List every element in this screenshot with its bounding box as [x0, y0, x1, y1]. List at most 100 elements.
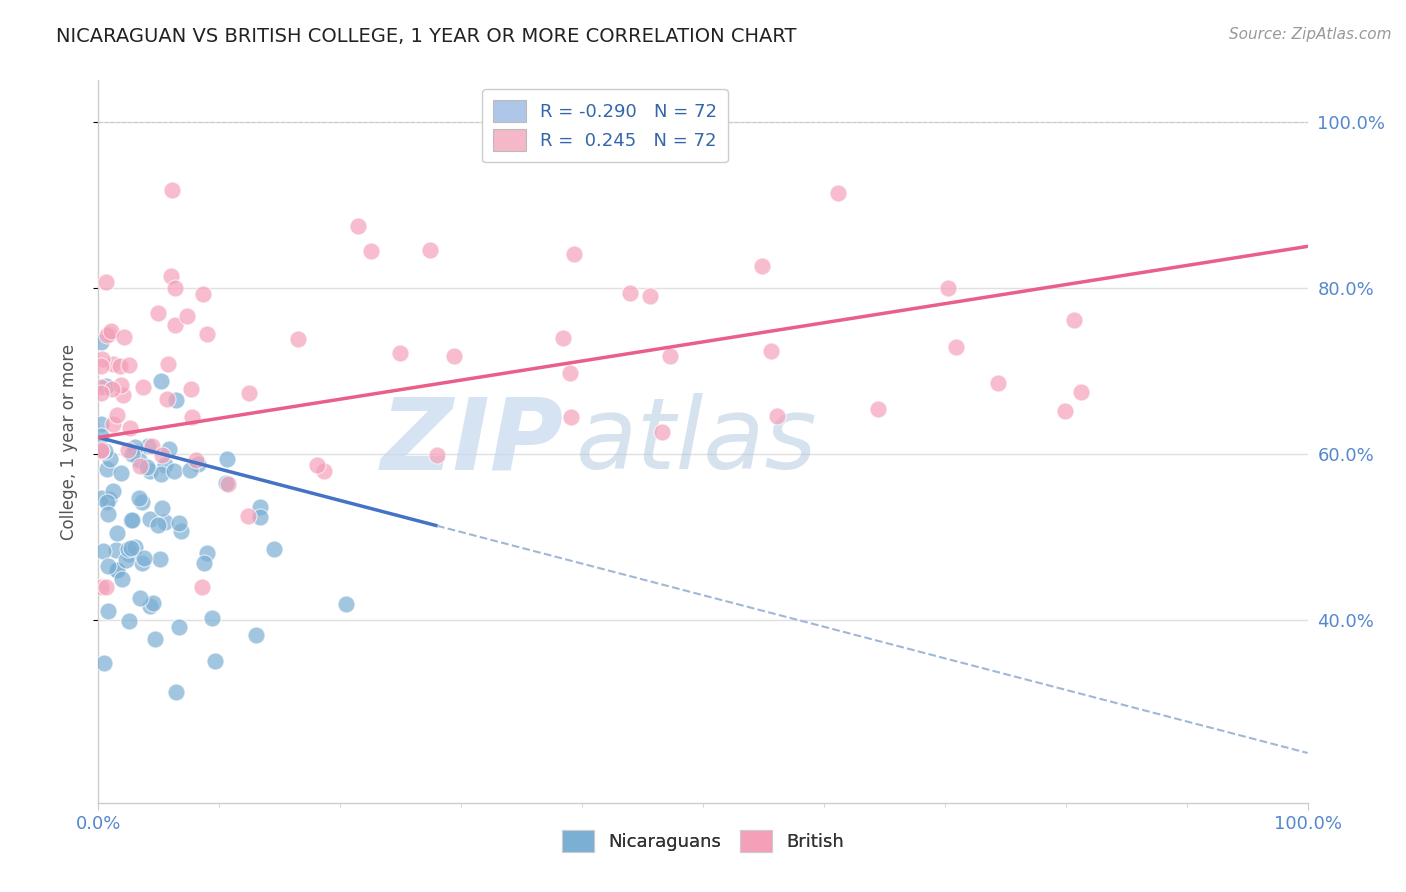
Point — [987, 376, 1010, 391]
Point — [195, 327, 218, 342]
Point — [105, 563, 128, 577]
Point — [165, 685, 187, 699]
Point — [335, 597, 357, 611]
Point — [148, 552, 170, 566]
Point — [142, 596, 165, 610]
Point — [176, 309, 198, 323]
Point — [238, 385, 260, 400]
Point — [93, 656, 115, 670]
Point — [560, 409, 582, 424]
Point — [128, 491, 150, 505]
Point — [136, 439, 159, 453]
Point — [1063, 313, 1085, 327]
Point — [827, 186, 849, 201]
Point — [150, 448, 173, 462]
Text: atlas: atlas — [576, 393, 818, 490]
Point — [90, 491, 112, 506]
Text: Source: ZipAtlas.com: Source: ZipAtlas.com — [1229, 27, 1392, 42]
Point — [141, 439, 163, 453]
Point — [157, 442, 180, 457]
Point — [215, 475, 238, 490]
Point — [108, 359, 131, 373]
Point — [110, 467, 132, 481]
Point — [193, 556, 215, 570]
Point — [197, 546, 219, 560]
Point — [90, 334, 112, 349]
Point — [101, 417, 124, 431]
Point — [249, 509, 271, 524]
Point — [146, 306, 169, 320]
Point — [651, 425, 673, 440]
Point — [120, 420, 142, 434]
Point — [90, 385, 112, 400]
Point — [136, 460, 159, 475]
Point — [98, 327, 121, 342]
Point — [149, 467, 172, 482]
Point — [132, 551, 155, 566]
Point — [90, 417, 112, 432]
Point — [236, 508, 259, 523]
Point — [560, 366, 582, 380]
Point — [118, 615, 141, 629]
Point — [101, 484, 124, 499]
Point — [97, 604, 120, 618]
Point — [96, 580, 118, 594]
Point — [90, 444, 112, 458]
Point — [91, 544, 114, 558]
Point — [90, 429, 112, 443]
Point — [107, 563, 129, 577]
Point — [167, 620, 190, 634]
Point — [120, 541, 142, 555]
Point — [150, 501, 173, 516]
Point — [170, 524, 193, 538]
Point — [148, 517, 170, 532]
Point — [120, 513, 142, 527]
Point — [201, 611, 224, 625]
Point — [90, 359, 112, 374]
Point — [124, 440, 146, 454]
Point — [117, 542, 139, 557]
Point — [249, 500, 271, 514]
Point — [1070, 384, 1092, 399]
Point — [153, 458, 176, 472]
Point — [112, 388, 135, 402]
Point — [1053, 404, 1076, 418]
Point — [658, 349, 681, 363]
Point — [143, 632, 166, 646]
Point — [90, 351, 112, 366]
Point — [90, 442, 112, 457]
Point — [96, 461, 118, 475]
Point — [619, 285, 641, 300]
Point — [186, 453, 208, 467]
Point — [131, 556, 153, 570]
Point — [165, 393, 187, 408]
Point — [124, 540, 146, 554]
Text: ZIP: ZIP — [381, 393, 564, 490]
Point — [96, 379, 118, 393]
Point — [187, 457, 209, 471]
Point — [167, 516, 190, 531]
Point — [263, 542, 285, 557]
Text: NICARAGUAN VS BRITISH COLLEGE, 1 YEAR OR MORE CORRELATION CHART: NICARAGUAN VS BRITISH COLLEGE, 1 YEAR OR… — [56, 27, 797, 45]
Point — [159, 268, 181, 283]
Point — [163, 464, 186, 478]
Point — [759, 344, 782, 359]
Point — [562, 246, 585, 260]
Point — [307, 458, 329, 473]
Point — [314, 464, 336, 478]
Point — [191, 287, 214, 301]
Point — [419, 243, 441, 257]
Point — [945, 340, 967, 354]
Point — [110, 377, 132, 392]
Point — [179, 463, 201, 477]
Point — [287, 332, 309, 346]
Point — [96, 328, 118, 343]
Point — [100, 324, 122, 338]
Point — [129, 458, 152, 473]
Point — [101, 382, 124, 396]
Point — [90, 380, 112, 394]
Point — [163, 318, 186, 332]
Point — [112, 330, 135, 344]
Point — [868, 402, 890, 417]
Point — [180, 382, 202, 396]
